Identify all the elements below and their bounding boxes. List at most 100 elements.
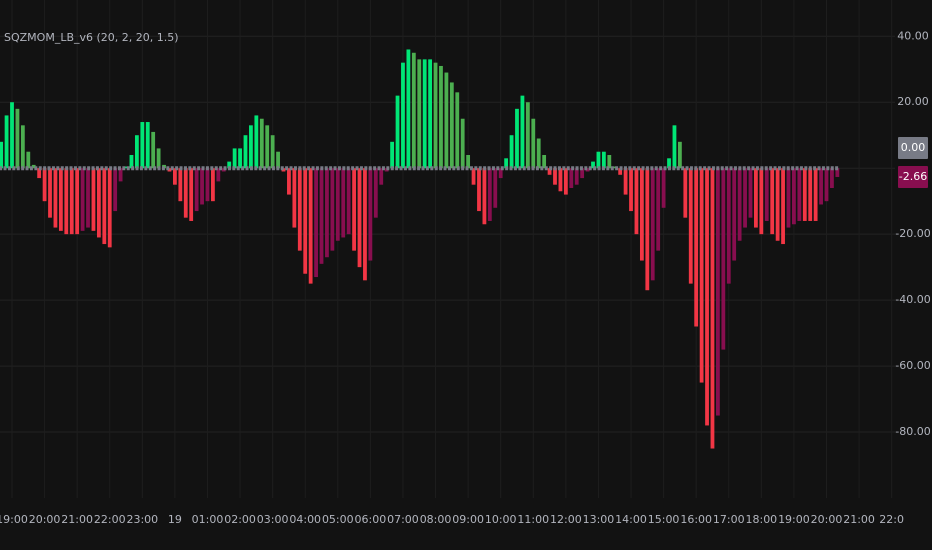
x-tick-label: 15:00 xyxy=(648,513,680,526)
bar xyxy=(563,168,568,195)
bar xyxy=(48,168,52,218)
bar xyxy=(428,59,433,169)
x-tick-label: 22:00 xyxy=(94,513,126,526)
y-tick-label: -80.00 xyxy=(895,425,930,438)
chart-title: SQZMOM_LB_v6 (20, 2, 20, 1.5) xyxy=(4,31,179,44)
bar xyxy=(58,168,63,231)
y-tick-label: 20.00 xyxy=(897,95,929,108)
bar xyxy=(145,122,150,169)
x-tick-label: 20:00 xyxy=(811,513,843,526)
bar xyxy=(471,168,476,185)
x-tick-label: 05:00 xyxy=(322,513,354,526)
bar xyxy=(824,168,829,202)
bar xyxy=(341,168,346,238)
bar xyxy=(357,168,362,268)
bar xyxy=(140,122,145,169)
bar xyxy=(20,125,25,169)
y-tick-label: -40.00 xyxy=(895,293,930,306)
y-tick-label: -60.00 xyxy=(895,359,930,372)
bar xyxy=(346,168,351,235)
bar xyxy=(167,168,172,172)
bar xyxy=(232,148,237,169)
bar xyxy=(308,168,313,284)
bar xyxy=(477,168,481,212)
bar xyxy=(151,131,156,169)
bar xyxy=(667,158,671,169)
x-tick-label: 01:00 xyxy=(192,513,224,526)
bar xyxy=(86,168,90,228)
bar xyxy=(759,168,764,235)
bar xyxy=(194,168,199,212)
x-tick-label: 21:00 xyxy=(61,513,93,526)
bar xyxy=(639,168,644,261)
bar xyxy=(422,59,427,169)
bar xyxy=(634,168,639,235)
bar xyxy=(227,161,232,169)
bar xyxy=(31,164,36,169)
bar xyxy=(238,148,242,169)
bar xyxy=(259,118,264,169)
bar xyxy=(553,168,557,185)
last-value-label: 0.00 xyxy=(901,141,926,154)
bar xyxy=(270,135,275,169)
bar xyxy=(379,168,384,185)
bar xyxy=(292,168,297,228)
bar xyxy=(102,168,107,245)
bar xyxy=(4,115,9,169)
x-tick-label: 06:00 xyxy=(355,513,387,526)
bar xyxy=(411,52,416,169)
bar xyxy=(819,168,823,205)
bar xyxy=(515,108,519,169)
bar xyxy=(487,168,492,221)
bar xyxy=(183,168,188,218)
bar xyxy=(542,155,547,169)
bar xyxy=(287,168,291,195)
x-tick-label: 13:00 xyxy=(583,513,615,526)
bar xyxy=(319,168,324,264)
bar xyxy=(618,168,623,175)
bar xyxy=(107,168,112,248)
bar xyxy=(721,168,726,350)
x-tick-label: 10:00 xyxy=(485,513,517,526)
x-tick-label: 18:00 xyxy=(745,513,777,526)
bar xyxy=(493,168,498,208)
bar xyxy=(455,92,460,169)
bar xyxy=(124,166,128,169)
bar xyxy=(699,168,704,383)
bar xyxy=(743,168,747,228)
bar xyxy=(770,168,775,235)
bar xyxy=(243,135,248,169)
bar xyxy=(200,168,204,205)
bar xyxy=(129,155,134,169)
x-tick-label: 20:00 xyxy=(29,513,61,526)
bar xyxy=(835,168,840,177)
bar xyxy=(373,168,378,218)
bar xyxy=(694,168,699,327)
last-value-label: -2.66 xyxy=(899,170,927,183)
bar xyxy=(661,168,666,208)
bar xyxy=(433,62,438,169)
bar xyxy=(677,141,682,169)
bar xyxy=(363,168,367,281)
x-tick-label: 09:00 xyxy=(452,513,484,526)
x-tick-label: 11:00 xyxy=(517,513,549,526)
x-tick-label: 12:00 xyxy=(550,513,582,526)
bar xyxy=(254,115,259,169)
bar xyxy=(596,151,601,169)
bar xyxy=(96,168,101,238)
bar xyxy=(536,138,541,169)
bar xyxy=(498,168,503,179)
bar xyxy=(466,155,471,169)
bar xyxy=(726,168,731,284)
bar xyxy=(449,82,454,169)
bar xyxy=(118,168,123,182)
bar xyxy=(69,168,74,235)
x-tick-label: 03:00 xyxy=(257,513,289,526)
bar xyxy=(80,168,85,231)
bar xyxy=(813,168,818,221)
bar xyxy=(650,168,655,281)
bar xyxy=(439,65,443,169)
bar xyxy=(276,151,280,169)
